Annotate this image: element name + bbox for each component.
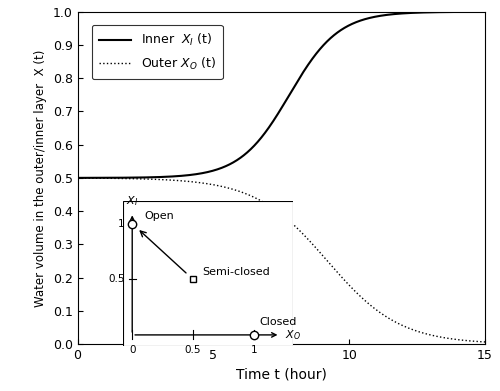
Text: Open: Open — [144, 212, 174, 221]
Outer $X_O$ (t) — [96, 176, 102, 181]
Text: Semi-closed: Semi-closed — [202, 267, 270, 277]
Inner  $X_I$ (t) — [272, 115, 278, 120]
Text: 0.5: 0.5 — [108, 274, 125, 284]
Text: $X_I$: $X_I$ — [126, 194, 138, 208]
Inner  $X_I$ (t) — [470, 9, 476, 14]
Inner  $X_I$ (t) — [96, 176, 102, 180]
Text: Closed: Closed — [260, 317, 297, 327]
X-axis label: Time t (hour): Time t (hour) — [236, 368, 326, 382]
Y-axis label: Water volume in the outer/inner layer  X (t): Water volume in the outer/inner layer X … — [34, 49, 47, 307]
Inner  $X_I$ (t) — [74, 176, 80, 180]
Line: Inner  $X_I$ (t): Inner $X_I$ (t) — [78, 12, 485, 178]
Text: 0.5: 0.5 — [184, 345, 201, 355]
FancyBboxPatch shape — [122, 201, 292, 346]
Text: 1: 1 — [118, 219, 125, 229]
Inner  $X_I$ (t) — [262, 131, 268, 135]
Line: Outer $X_O$ (t): Outer $X_O$ (t) — [78, 178, 485, 342]
Outer $X_O$ (t) — [396, 321, 402, 326]
Legend: Inner  $X_I$ (t), Outer $X_O$ (t): Inner $X_I$ (t), Outer $X_O$ (t) — [92, 25, 223, 79]
Outer $X_O$ (t) — [482, 340, 488, 344]
Inner  $X_I$ (t) — [482, 9, 488, 14]
Outer $X_O$ (t) — [74, 176, 80, 180]
Text: 0: 0 — [129, 345, 136, 355]
Outer $X_O$ (t) — [470, 339, 476, 343]
Inner  $X_I$ (t) — [470, 9, 476, 14]
Text: 1: 1 — [250, 345, 257, 355]
Inner  $X_I$ (t) — [396, 11, 402, 16]
Text: $X_O$: $X_O$ — [285, 328, 301, 342]
Outer $X_O$ (t) — [262, 201, 268, 205]
Outer $X_O$ (t) — [470, 339, 476, 344]
Outer $X_O$ (t) — [272, 208, 278, 212]
